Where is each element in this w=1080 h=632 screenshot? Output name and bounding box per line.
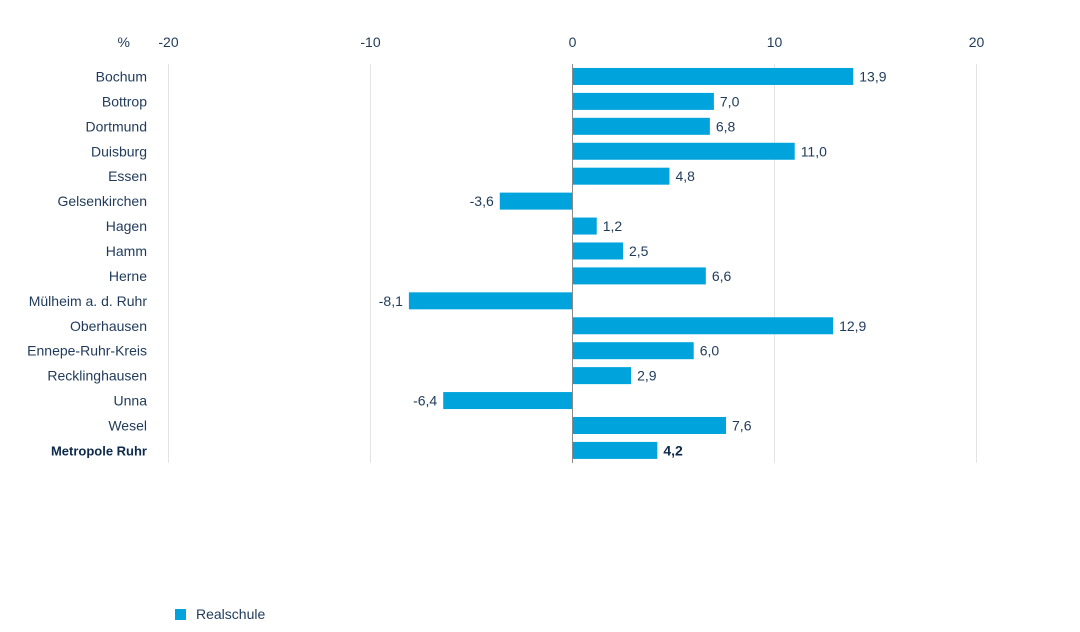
data-label: 4,2 xyxy=(663,442,683,458)
data-label: -3,6 xyxy=(470,193,494,209)
category-label: Ennepe-Ruhr-Kreis xyxy=(27,343,147,359)
data-label: 6,8 xyxy=(716,118,736,134)
bar xyxy=(408,292,573,310)
x-tick-label: 20 xyxy=(969,34,985,50)
data-label: 2,9 xyxy=(637,368,657,384)
category-label: Essen xyxy=(108,168,147,184)
category-label: Wesel xyxy=(108,417,147,433)
data-label: 2,5 xyxy=(629,243,649,259)
data-label: 7,0 xyxy=(720,93,740,109)
category-labels: Bochum Bottrop Dortmund Duisburg Essen Gelsen… xyxy=(27,68,147,458)
data-label: 4,8 xyxy=(675,168,695,184)
x-tick-label: 0 xyxy=(569,34,577,50)
x-tick-labels: -20 -10 0 10 20 xyxy=(158,34,984,50)
category-label: Dortmund xyxy=(86,118,147,134)
legend: Realschule xyxy=(175,606,265,622)
bar xyxy=(572,67,854,85)
data-label: -8,1 xyxy=(379,293,403,309)
data-label: 1,2 xyxy=(603,218,623,234)
category-label: Unna xyxy=(114,393,148,409)
bar xyxy=(499,192,573,210)
bar xyxy=(572,317,834,335)
gridlines xyxy=(168,64,977,463)
x-tick-label: -10 xyxy=(360,34,380,50)
bar xyxy=(572,242,623,260)
category-label: Hamm xyxy=(106,243,147,259)
bar xyxy=(572,416,727,434)
data-label: 6,0 xyxy=(700,343,720,359)
bar xyxy=(572,267,706,285)
category-label: Oberhausen xyxy=(70,318,147,334)
data-label: 12,9 xyxy=(839,318,866,334)
unit-label: % xyxy=(118,34,130,50)
bar xyxy=(572,217,597,235)
bar xyxy=(572,142,795,160)
x-tick-label: 10 xyxy=(767,34,783,50)
data-label: 7,6 xyxy=(732,417,752,433)
category-label: Bottrop xyxy=(102,93,147,109)
bar xyxy=(572,167,670,185)
category-label: Recklinghausen xyxy=(47,368,147,384)
category-label: Duisburg xyxy=(91,143,147,159)
category-label: Herne xyxy=(109,268,147,284)
bar xyxy=(443,392,573,410)
category-label: Mülheim a. d. Ruhr xyxy=(29,293,148,309)
data-label: 11,0 xyxy=(801,143,827,159)
legend-swatch-realschule xyxy=(175,608,186,620)
legend-label-realschule: Realschule xyxy=(196,606,266,622)
bar xyxy=(572,117,710,135)
bars xyxy=(408,67,854,459)
bar xyxy=(572,342,694,360)
bar xyxy=(572,441,658,459)
data-label: 13,9 xyxy=(859,68,886,84)
category-label: Bochum xyxy=(96,68,147,84)
x-tick-label: -20 xyxy=(158,34,178,50)
bar xyxy=(572,367,632,385)
bar xyxy=(572,92,714,110)
data-label: 6,6 xyxy=(712,268,732,284)
bar-chart: % -20 -10 0 10 20 Bochum Bottrop Dortmund Duisb… xyxy=(27,34,984,463)
category-label: Gelsenkirchen xyxy=(58,193,148,209)
category-label: Metropole Ruhr xyxy=(51,443,147,458)
category-label: Hagen xyxy=(106,218,147,234)
value-labels: 13,9 7,0 6,8 11,0 4,8 -3,6 1,2 2,5 6,6 -8,1 12,9 6,… xyxy=(379,68,887,458)
data-label: -6,4 xyxy=(413,393,437,409)
